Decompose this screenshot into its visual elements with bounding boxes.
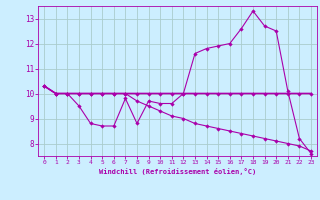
X-axis label: Windchill (Refroidissement éolien,°C): Windchill (Refroidissement éolien,°C): [99, 168, 256, 175]
